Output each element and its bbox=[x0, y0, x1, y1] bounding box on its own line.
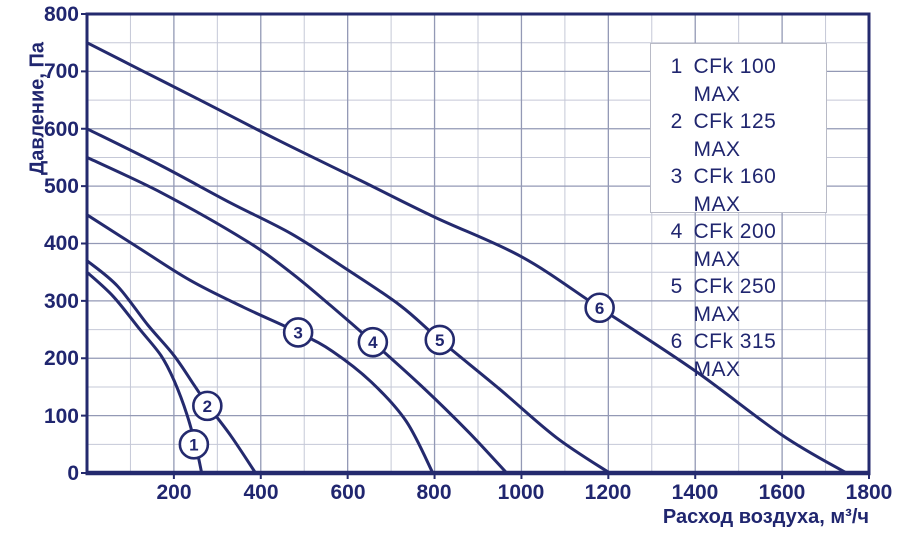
curve-badge-number: 3 bbox=[293, 323, 302, 342]
y-tick-label: 400 bbox=[43, 232, 79, 255]
curve-badge-number: 2 bbox=[203, 397, 212, 416]
x-tick-label: 800 bbox=[416, 481, 452, 504]
legend-item: 6 CFk 315 MAX bbox=[667, 328, 826, 383]
legend-item-label: CFk 160 MAX bbox=[693, 165, 777, 216]
legend-item-number: 6 bbox=[670, 330, 683, 353]
y-tick-label: 800 bbox=[43, 3, 79, 26]
x-tick-label: 1800 bbox=[845, 481, 893, 504]
y-tick-label: 100 bbox=[43, 405, 79, 428]
y-tick-label: 0 bbox=[67, 462, 79, 485]
legend-item: 1 CFk 100 MAX bbox=[667, 53, 826, 108]
y-tick-label: 600 bbox=[43, 118, 79, 141]
legend-item-number: 4 bbox=[670, 220, 683, 243]
legend-item-number: 5 bbox=[670, 275, 683, 298]
x-tick-label: 1200 bbox=[584, 481, 632, 504]
x-tick-label: 400 bbox=[243, 481, 279, 504]
legend-item-number: 3 bbox=[670, 165, 683, 188]
legend-item-label: CFk 100 MAX bbox=[693, 55, 777, 106]
curve-badge-number: 1 bbox=[189, 435, 198, 454]
x-axis-title: Расход воздуха, м³/ч bbox=[662, 506, 869, 528]
curve-2 bbox=[85, 259, 258, 475]
x-tick-label: 1000 bbox=[497, 481, 545, 504]
curve-badge-6 bbox=[584, 292, 615, 324]
y-tick-label: 300 bbox=[43, 290, 79, 313]
curve-4 bbox=[85, 155, 509, 475]
legend-item-label: CFk 250 MAX bbox=[693, 275, 777, 326]
chart-legend: 1 CFk 100 MAX 2 CFk 125 MAX 3 CFk 160 MA… bbox=[650, 43, 827, 381]
legend-item-label: CFk 125 MAX bbox=[693, 110, 777, 161]
legend-item: 2 CFk 125 MAX bbox=[667, 108, 826, 163]
legend-item-label: CFk 315 MAX bbox=[693, 330, 777, 381]
legend-item: 4 CFk 200 MAX bbox=[667, 218, 826, 273]
legend-item: 3 CFk 160 MAX bbox=[667, 163, 826, 218]
legend-item-label: CFk 200 MAX bbox=[693, 220, 777, 271]
legend-item: 5 CFk 250 MAX bbox=[667, 273, 826, 328]
curve-badge-5 bbox=[424, 324, 456, 356]
x-tick-label: 1400 bbox=[671, 481, 719, 504]
legend-item-number: 1 bbox=[670, 55, 683, 78]
legend-item-number: 2 bbox=[670, 110, 683, 133]
x-tick-label: 600 bbox=[330, 481, 366, 504]
y-tick-label: 500 bbox=[43, 175, 79, 198]
y-tick-label: 200 bbox=[43, 347, 79, 370]
curve-badge-number: 4 bbox=[368, 333, 378, 352]
curve-badge-4 bbox=[357, 326, 389, 358]
curve-5 bbox=[85, 127, 612, 475]
x-tick-label: 200 bbox=[156, 481, 192, 504]
curve-badge-2 bbox=[192, 390, 223, 422]
x-tick-label: 1600 bbox=[758, 481, 806, 504]
curve-badge-number: 5 bbox=[435, 331, 444, 350]
curve-6 bbox=[85, 41, 848, 475]
y-tick-label: 700 bbox=[43, 60, 79, 83]
curve-badge-3 bbox=[282, 317, 314, 348]
curve-badge-number: 6 bbox=[595, 299, 604, 318]
curve-badge-1 bbox=[178, 429, 210, 460]
